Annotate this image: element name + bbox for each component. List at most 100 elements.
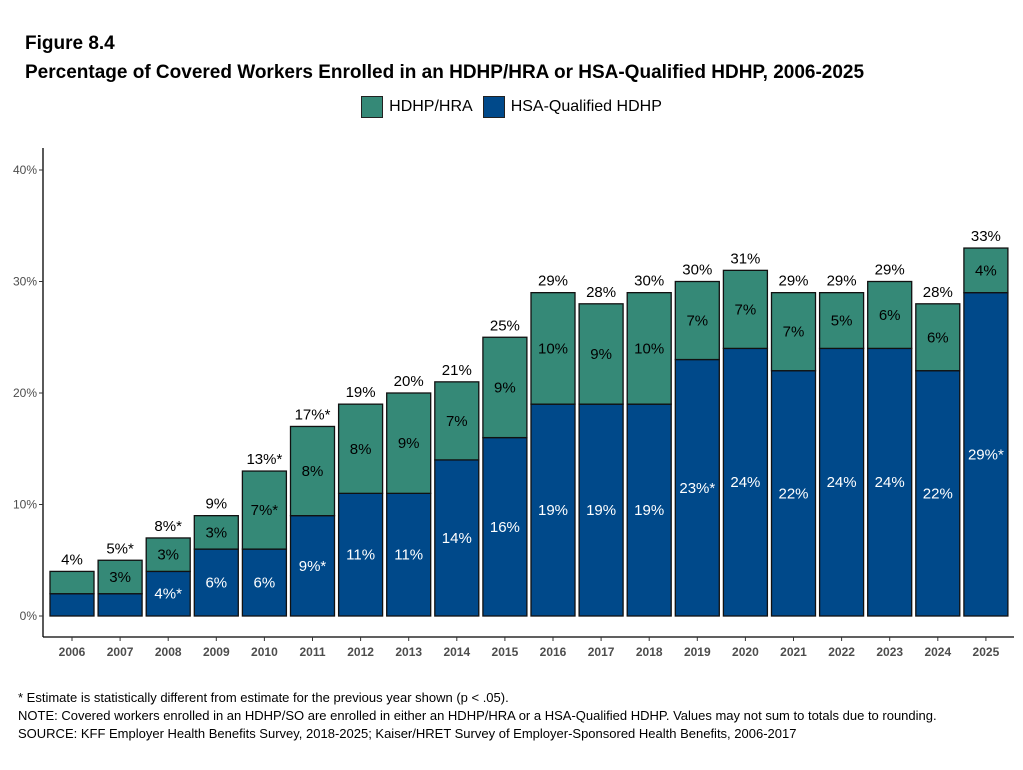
data-label-total: 29% [827, 273, 857, 290]
x-tick-label: 2022 [828, 645, 855, 659]
bar-hsa-2012 [337, 492, 384, 617]
legend-label-hdhp-hra: HDHP/HRA [389, 98, 473, 115]
legend-item-hdhp-hra: HDHP/HRA [361, 96, 473, 118]
x-tick-label: 2010 [251, 645, 278, 659]
data-label-total: 21% [442, 362, 472, 379]
x-tick-label: 2016 [540, 645, 567, 659]
data-label-hdhp-hra: 6% [879, 307, 901, 324]
bar-hdhp-hra-2014 [434, 381, 480, 461]
x-tick-label: 2012 [347, 645, 374, 659]
data-label-hsa: 14% [442, 530, 472, 547]
bar-hsa-2020 [722, 347, 769, 617]
legend: HDHP/HRA HSA-Qualified HDHP [0, 96, 1023, 118]
data-label-total: 19% [346, 384, 376, 401]
bar-hdhp-hra-2013 [386, 392, 432, 494]
data-label-hsa: 29%* [968, 446, 1004, 463]
data-label-hsa: 11% [394, 547, 423, 564]
data-label-total: 9% [205, 496, 227, 513]
x-tick-label: 2011 [299, 645, 325, 659]
note-text: NOTE: Covered workers enrolled in an HDH… [18, 708, 937, 723]
data-label-hsa: 23%* [679, 480, 715, 497]
data-label-hdhp-hra: 7% [446, 413, 468, 430]
y-tick-label: 30% [13, 275, 37, 289]
bar-hdhp-hra-2018 [626, 291, 672, 405]
x-tick-label: 2008 [155, 645, 182, 659]
data-label-total: 25% [490, 317, 520, 334]
data-label-hdhp-hra: 7% [735, 301, 757, 318]
data-label-hsa: 19% [538, 502, 568, 519]
bar-hsa-2022 [818, 347, 865, 617]
bar-hsa-2006 [49, 593, 95, 617]
x-tick-label: 2018 [636, 645, 663, 659]
x-tick-label: 2013 [395, 645, 422, 659]
data-label-total: 5%* [106, 540, 134, 557]
y-tick-label: 40% [13, 163, 37, 177]
bar-hdhp-hra-2023 [867, 280, 913, 350]
bar-hsa-2016 [530, 403, 576, 617]
x-tick-label: 2017 [588, 645, 615, 659]
data-label-total: 29% [538, 273, 568, 290]
data-label-hdhp-hra: 9% [590, 346, 612, 363]
x-tick-label: 2023 [876, 645, 903, 659]
legend-item-hsa: HSA-Qualified HDHP [482, 96, 662, 118]
data-label-hdhp-hra: 6% [927, 329, 949, 346]
legend-label-hsa: HSA-Qualified HDHP [510, 98, 662, 115]
data-label-hdhp-hra: 5% [831, 313, 853, 330]
data-label-hdhp-hra: 3% [157, 547, 179, 564]
chart-title: Percentage of Covered Workers Enrolled i… [25, 62, 865, 83]
bar-hdhp-hra-2017 [578, 303, 624, 405]
bar-hdhp-hra-2011 [289, 425, 336, 517]
x-tick-label: 2025 [973, 645, 1000, 659]
bar-hdhp-hra-2016 [530, 291, 576, 405]
bar-hdhp-hra-2015 [482, 336, 528, 439]
bar-hsa-2021 [770, 370, 817, 617]
legend-swatch-hdhp-hra [361, 96, 384, 118]
data-label-hsa: 19% [586, 502, 616, 519]
y-tick-label: 0% [20, 609, 38, 623]
data-label-total: 13%* [246, 451, 282, 468]
data-label-hsa: 19% [634, 502, 664, 519]
bar-hdhp-hra-2009 [193, 515, 239, 550]
data-label-total: 4% [61, 551, 83, 568]
x-tick-label: 2021 [780, 645, 807, 659]
x-tick-label: 2009 [203, 645, 230, 659]
bar-hdhp-hra-2007 [97, 559, 143, 595]
bar-hsa-2023 [867, 347, 913, 617]
bar-hdhp-hra-2025 [963, 247, 1009, 294]
data-label-hdhp-hra: 9% [398, 435, 420, 452]
data-label-total: 20% [394, 373, 424, 390]
data-label-total: 29% [875, 262, 905, 279]
data-label-hsa: 24% [827, 474, 857, 491]
data-label-hsa: 6% [205, 575, 227, 592]
data-label-hsa: 22% [778, 485, 808, 502]
data-label-total: 28% [923, 284, 953, 301]
x-tick-label: 2014 [443, 645, 470, 659]
data-label-hsa: 4%* [154, 586, 182, 603]
asterisk-note: * Estimate is statistically different fr… [18, 690, 509, 705]
y-tick-label: 10% [13, 498, 37, 512]
x-tick-label: 2007 [107, 645, 134, 659]
figure-label: Figure 8.4 [25, 33, 115, 54]
bar-hdhp-hra-2024 [915, 303, 961, 372]
data-label-hdhp-hra: 4% [975, 262, 997, 279]
source-text: SOURCE: KFF Employer Health Benefits Sur… [18, 726, 797, 741]
bar-hdhp-hra-2022 [818, 291, 865, 350]
bar-hdhp-hra-2006 [49, 570, 95, 595]
data-label-hdhp-hra: 7%* [251, 502, 279, 519]
data-label-hdhp-hra: 3% [205, 524, 227, 541]
x-tick-label: 2020 [732, 645, 759, 659]
x-tick-label: 2019 [684, 645, 711, 659]
x-tick-label: 2006 [59, 645, 86, 659]
data-label-total: 30% [682, 262, 712, 279]
data-label-total: 8%* [154, 518, 182, 535]
data-label-total: 17%* [295, 406, 331, 423]
data-label-hdhp-hra: 8% [350, 441, 372, 458]
legend-swatch-hsa [482, 96, 505, 118]
data-label-hdhp-hra: 8% [302, 463, 324, 480]
bar-hsa-2024 [915, 370, 961, 617]
x-tick-label: 2024 [924, 645, 951, 659]
bar-hdhp-hra-2012 [337, 403, 384, 494]
bar-hdhp-hra-2019 [674, 280, 720, 361]
